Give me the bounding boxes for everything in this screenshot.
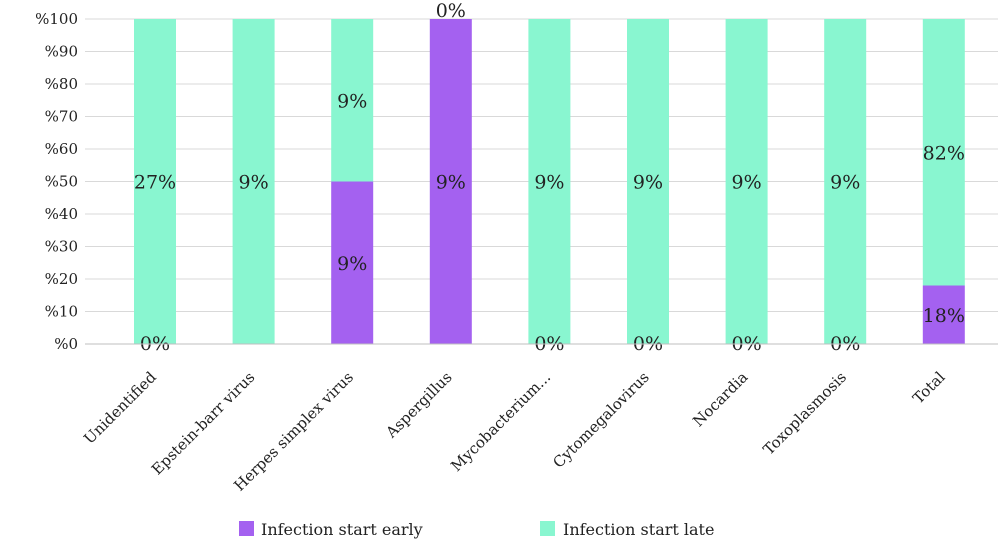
data-label-late: 9% xyxy=(337,90,367,112)
data-label-late: 9% xyxy=(534,172,564,194)
x-tick-label: Toxoplasmosis xyxy=(760,368,850,458)
bar-segment-late xyxy=(331,19,374,182)
y-tick-label: %30 xyxy=(45,238,78,256)
bar-segment-late xyxy=(922,19,965,286)
data-label-late: 27% xyxy=(134,172,176,194)
x-tick-label: Mycobacterium... xyxy=(447,368,554,475)
y-tick-label: %60 xyxy=(45,140,78,158)
bar-segment-early xyxy=(429,19,472,344)
x-tick-label: Total xyxy=(909,368,948,407)
data-label-late: 9% xyxy=(830,172,860,194)
data-label-early: 9% xyxy=(337,253,367,275)
x-tick-label: Epstein-barr virus xyxy=(148,368,258,478)
bar-segment-late xyxy=(232,19,275,344)
legend-swatch xyxy=(540,521,555,536)
bar-segment-late xyxy=(134,19,176,344)
legend-label: Infection start late xyxy=(563,520,714,539)
bar-segment-late xyxy=(627,19,669,344)
y-axis: %0 %10 %20 %30 %40 %50 %60 %70 %80 %90 %100 xyxy=(35,10,78,353)
legend-label: Infection start early xyxy=(261,520,423,539)
legend-swatch xyxy=(239,521,254,536)
x-tick-label: Cytomegalovirus xyxy=(549,368,652,471)
data-label-early: 9% xyxy=(436,172,466,194)
y-tick-label: %10 xyxy=(45,303,78,321)
y-tick-label: %70 xyxy=(45,108,78,126)
x-tick-label: Unidentified xyxy=(80,368,160,448)
bar-segment-early xyxy=(922,285,965,344)
y-tick-label: %90 xyxy=(45,43,78,61)
data-label-late: 9% xyxy=(239,172,269,194)
data-label-late: 82% xyxy=(923,142,965,164)
legend: Infection start early Infection start lat… xyxy=(239,520,714,539)
bars: 0%27% 9%9%9%9%0%0%9%0%9%0%9%0%9%18%82% xyxy=(134,0,965,355)
bar-segment-late xyxy=(725,19,768,344)
y-tick-label: %80 xyxy=(45,75,78,93)
y-tick-label: %50 xyxy=(45,173,78,191)
bar-segment-late xyxy=(528,19,571,344)
y-tick-label: %100 xyxy=(35,10,78,28)
bar-segment-early xyxy=(331,181,374,344)
data-label-late: 9% xyxy=(732,172,762,194)
data-label-late: 9% xyxy=(633,172,663,194)
data-label-early: 18% xyxy=(923,305,965,327)
bar-segment-late xyxy=(824,19,867,344)
y-tick-label: %0 xyxy=(54,335,78,353)
x-tick-label: Aspergillus xyxy=(382,368,456,442)
data-label-late: 0% xyxy=(436,0,466,22)
x-tick-label: Nocardia xyxy=(689,368,751,430)
y-tick-label: %20 xyxy=(45,270,78,288)
y-tick-label: %40 xyxy=(45,205,78,223)
